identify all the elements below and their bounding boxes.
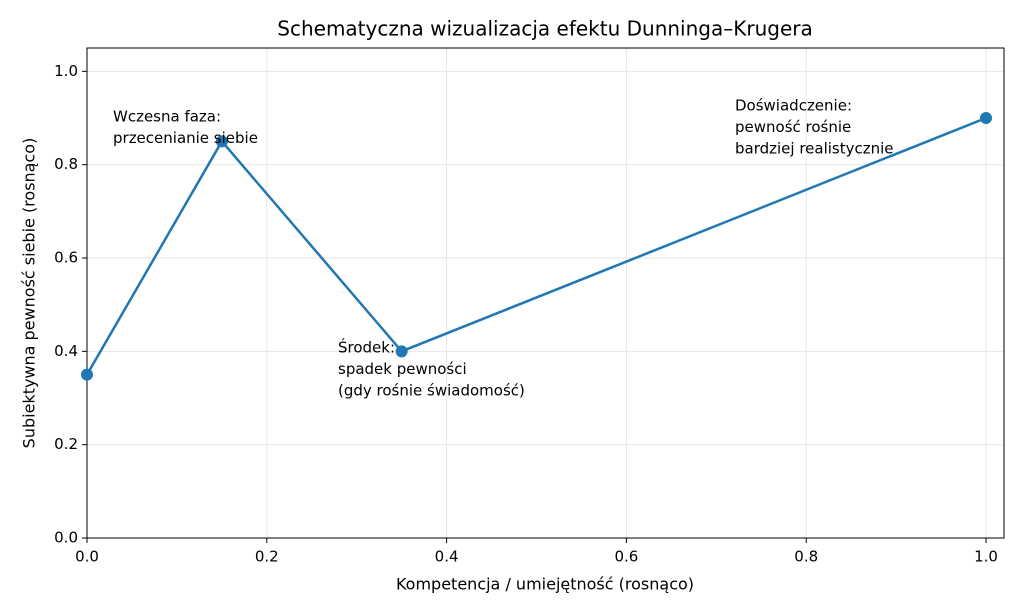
annotation: (gdy rośnie świadomość) <box>338 382 525 400</box>
y-tick-label: 1.0 <box>54 62 78 80</box>
x-axis-label: Kompetencja / umiejętność (rosnąco) <box>396 575 694 594</box>
marker <box>395 345 408 358</box>
y-tick-label: 0.4 <box>54 342 78 360</box>
x-tick-label: 0.4 <box>435 548 459 566</box>
marker <box>81 368 93 381</box>
x-tick-label: 0.8 <box>794 548 818 566</box>
line <box>85 116 987 376</box>
annotation: przecenianie siebie <box>113 129 258 147</box>
chart-title: Schematyczna wizualizacja efektu Dunning… <box>277 17 812 41</box>
annotation: spadek pewności <box>338 360 467 378</box>
x-tick-label: 0.6 <box>614 548 638 566</box>
y-tick-label: 0.8 <box>54 155 78 173</box>
annotation: Środek: <box>338 338 395 357</box>
x-tick-label: 0.2 <box>255 548 279 566</box>
x-tick-label: 0.0 <box>75 548 99 566</box>
y-tick-label: 0.0 <box>54 529 78 547</box>
annotation: Wczesna faza: <box>113 108 221 126</box>
plot-frame <box>86 47 1005 539</box>
y-axis-label: Subiektywna pewność siebie (rosnąco) <box>20 138 39 449</box>
x-tick-label: 1.0 <box>974 548 998 566</box>
annotation: bardziej realistycznie <box>735 140 894 158</box>
y-tick-label: 0.2 <box>54 435 78 453</box>
annotation: pewność rośnie <box>735 118 851 136</box>
annotation: Doświadczenie: <box>735 97 852 115</box>
marker <box>980 112 993 124</box>
marker <box>215 135 228 148</box>
y-tick-label: 0.6 <box>54 249 78 267</box>
